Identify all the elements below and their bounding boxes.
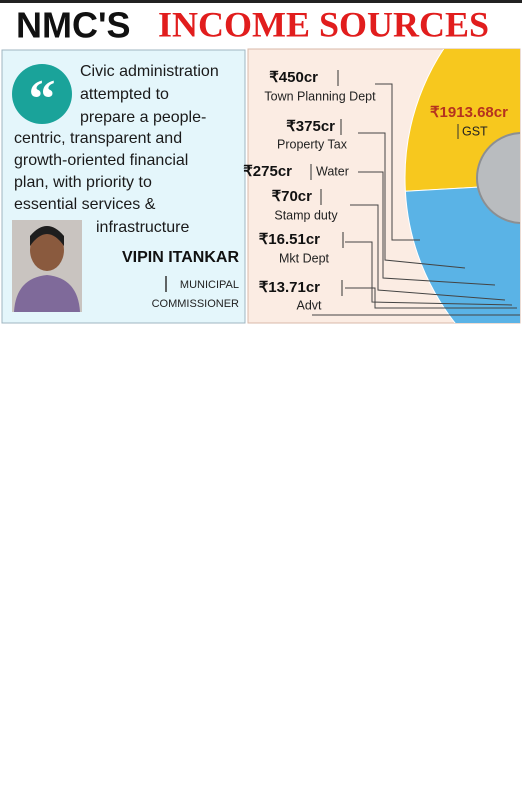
- title-part: NMC'S: [16, 5, 131, 46]
- speaker-name: VIPIN ITANKAR: [122, 249, 239, 266]
- category-label: Advt: [296, 298, 322, 312]
- quote-line: attempted to: [80, 86, 169, 103]
- quote-line: plan, with priority to: [14, 174, 152, 191]
- quote-line: prepare a people-: [80, 109, 206, 126]
- value-label: ₹70cr: [272, 188, 313, 205]
- category-label: Town Planning Dept: [264, 89, 376, 103]
- category-label: Mkt Dept: [279, 251, 330, 265]
- speaker-role: COMMISSIONER: [152, 298, 239, 310]
- leader-lines: [312, 83, 520, 316]
- value-label: ₹450cr: [269, 69, 318, 86]
- category-label: GST: [462, 124, 488, 138]
- top-rule: [0, 0, 522, 3]
- quote-line: Civic administration: [80, 63, 219, 80]
- pie-slice: [404, 184, 520, 323]
- category-label: Property Tax: [277, 137, 348, 151]
- category-label: Water: [316, 164, 349, 178]
- speaker-role: MUNICIPAL: [180, 279, 239, 291]
- pie: [404, 49, 520, 323]
- quote-line: growth-oriented financial: [14, 152, 188, 169]
- photo: [12, 220, 82, 312]
- quote-line: infrastructure: [96, 219, 189, 236]
- quote-line: centric, transparent and: [14, 130, 182, 147]
- category-label: Stamp duty: [274, 208, 338, 222]
- title-part: INCOME SOURCES: [158, 4, 489, 44]
- value-label: ₹275cr: [243, 163, 292, 180]
- coin: [476, 132, 520, 224]
- value-label: ₹1913.68cr: [430, 104, 508, 121]
- value-label: ₹16.51cr: [259, 231, 320, 248]
- quote-mark: “: [29, 68, 56, 128]
- value-label: ₹375cr: [286, 118, 335, 135]
- quote-line: essential services &: [14, 196, 156, 213]
- coin-face: [476, 132, 520, 224]
- quote-icon: [12, 64, 72, 124]
- value-label: ₹13.71cr: [259, 279, 320, 296]
